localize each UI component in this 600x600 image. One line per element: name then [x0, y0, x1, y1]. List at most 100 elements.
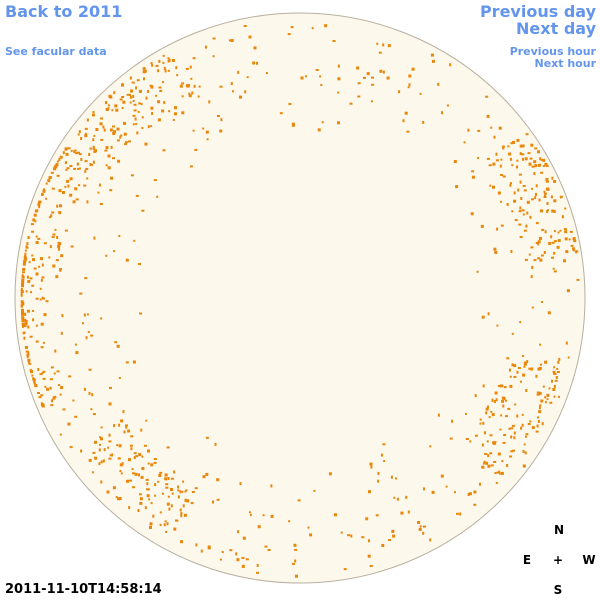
facula	[487, 464, 491, 468]
facula	[25, 320, 28, 323]
facula	[74, 187, 78, 191]
facula	[99, 443, 101, 446]
facula	[228, 39, 232, 42]
facula	[551, 209, 555, 213]
facula	[162, 54, 165, 57]
facula	[491, 398, 494, 402]
facula	[321, 121, 324, 124]
facula	[21, 282, 25, 286]
facular-link[interactable]: See facular data	[5, 45, 107, 58]
facula	[84, 277, 88, 280]
facula	[171, 492, 174, 495]
facula	[391, 529, 395, 533]
facula	[173, 527, 177, 531]
facula	[547, 209, 549, 212]
previous-hour-link[interactable]: Previous hour	[509, 45, 596, 58]
facula	[496, 471, 500, 474]
facula	[437, 413, 440, 417]
facula	[531, 265, 534, 269]
facula	[100, 117, 104, 120]
facula	[91, 471, 94, 474]
facula	[167, 57, 170, 60]
facula	[30, 291, 32, 294]
facula	[546, 202, 549, 205]
facula	[320, 84, 323, 86]
facula	[26, 353, 30, 356]
facula	[129, 94, 131, 96]
facula	[113, 250, 116, 253]
facula	[167, 69, 170, 72]
facula	[50, 404, 54, 407]
facula	[22, 268, 25, 271]
facula	[59, 393, 62, 396]
facula	[376, 42, 379, 45]
facula	[60, 254, 64, 258]
next-hour-link[interactable]: Next hour	[534, 57, 597, 70]
facula	[544, 230, 547, 234]
facula	[356, 66, 360, 70]
facula	[523, 363, 527, 366]
facula	[123, 430, 126, 434]
facula	[128, 506, 131, 509]
facula	[530, 143, 534, 147]
facula	[557, 231, 560, 234]
facula	[21, 313, 24, 316]
facula	[93, 236, 96, 240]
facula	[145, 96, 148, 100]
facula	[180, 514, 183, 518]
facula	[92, 145, 95, 148]
facula	[142, 70, 146, 74]
facula	[83, 184, 87, 187]
facula	[73, 149, 77, 152]
facula	[324, 24, 328, 28]
facula	[511, 164, 514, 167]
facula	[553, 209, 556, 213]
facula	[55, 275, 59, 279]
facula	[50, 171, 54, 174]
facula	[500, 158, 503, 161]
facula	[123, 132, 127, 136]
facula	[130, 435, 134, 438]
facula	[43, 313, 47, 317]
facula	[56, 235, 59, 239]
facula	[64, 161, 67, 165]
facula	[503, 386, 507, 389]
facula	[465, 412, 467, 415]
facula	[474, 434, 478, 437]
facula	[522, 213, 525, 216]
facula	[132, 114, 136, 117]
facula	[405, 495, 408, 499]
facula	[20, 304, 23, 307]
facula	[165, 530, 168, 533]
facula	[513, 199, 517, 203]
facula	[490, 126, 493, 129]
next-day-link[interactable]: Next day	[516, 19, 596, 38]
facula	[126, 479, 129, 483]
facula	[311, 27, 314, 30]
facula	[41, 276, 45, 279]
facula	[188, 94, 192, 98]
previous-day-link[interactable]: Previous day	[479, 2, 596, 21]
facula	[177, 489, 180, 492]
facula	[132, 99, 135, 102]
facula	[99, 436, 102, 439]
facula	[216, 498, 220, 501]
facula	[553, 251, 556, 255]
facula	[153, 461, 157, 464]
facula	[120, 472, 123, 475]
facula	[89, 147, 93, 150]
facula	[31, 310, 34, 312]
back-link[interactable]: Back to 2011	[5, 2, 123, 21]
facula	[365, 517, 369, 521]
facula	[294, 559, 297, 563]
facula	[24, 318, 27, 322]
facula	[175, 66, 178, 70]
facula	[572, 249, 575, 252]
facula	[83, 387, 86, 391]
facula	[166, 522, 169, 526]
facula	[500, 471, 504, 475]
facula	[495, 482, 498, 484]
facula	[361, 536, 365, 539]
facula	[67, 184, 70, 188]
facula	[481, 443, 484, 447]
